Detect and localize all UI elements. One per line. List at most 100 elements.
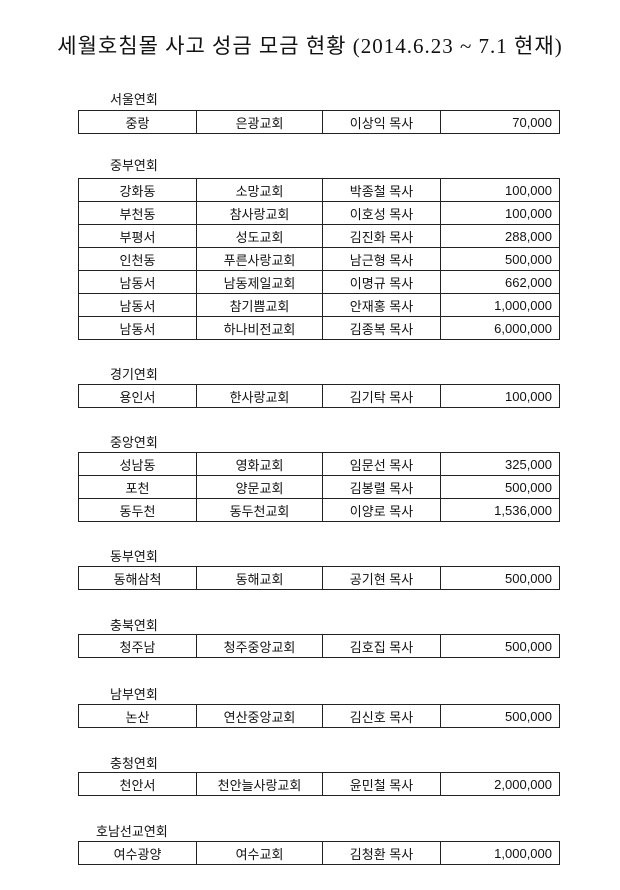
amount-cell: 100,000: [440, 384, 560, 408]
pastor-cell: 김봉렬 목사: [322, 475, 441, 499]
church-cell: 성도교회: [196, 224, 323, 248]
amount-cell: 6,000,000: [440, 316, 560, 340]
pastor-cell: 김신호 목사: [322, 704, 441, 728]
table-row: 부평서 성도교회 김진화 목사 288,000: [78, 224, 560, 248]
section-label: 동부연회: [110, 549, 158, 564]
district-cell: 성남동: [78, 452, 197, 476]
amount-cell: 1,536,000: [440, 498, 560, 522]
pastor-cell: 박종철 목사: [322, 178, 441, 202]
table-row: 남동서 참기쁨교회 안재홍 목사 1,000,000: [78, 293, 560, 317]
amount-cell: 70,000: [440, 110, 560, 134]
section-label: 충청연회: [110, 756, 158, 771]
pastor-cell: 이상익 목사: [322, 110, 441, 134]
church-cell: 남동제일교회: [196, 270, 323, 294]
church-cell: 여수교회: [196, 841, 323, 865]
church-cell: 연산중앙교회: [196, 704, 323, 728]
pastor-cell: 안재홍 목사: [322, 293, 441, 317]
table-row: 포천 양문교회 김봉렬 목사 500,000: [78, 475, 560, 499]
donation-table: 성남동 영화교회 임문선 목사 325,000 포천 양문교회 김봉렬 목사 500,000 동…: [78, 452, 560, 522]
pastor-cell: 김호집 목사: [322, 634, 441, 658]
amount-cell: 500,000: [440, 247, 560, 271]
amount-cell: 500,000: [440, 634, 560, 658]
district-cell: 남동서: [78, 316, 197, 340]
church-cell: 동해교회: [196, 566, 323, 590]
table-row: 성남동 영화교회 임문선 목사 325,000: [78, 452, 560, 476]
donation-table: 용인서 한사랑교회 김기탁 목사 100,000: [78, 384, 560, 408]
table-row: 용인서 한사랑교회 김기탁 목사 100,000: [78, 384, 560, 408]
donation-table: 중랑 은광교회 이상익 목사 70,000: [78, 110, 560, 134]
district-cell: 중랑: [78, 110, 197, 134]
church-cell: 청주중앙교회: [196, 634, 323, 658]
section-label: 중앙연회: [110, 435, 158, 450]
amount-cell: 325,000: [440, 452, 560, 476]
table-row: 천안서 천안늘사랑교회 윤민철 목사 2,000,000: [78, 772, 560, 796]
district-cell: 남동서: [78, 293, 197, 317]
section-label: 경기연회: [110, 367, 158, 382]
district-cell: 남동서: [78, 270, 197, 294]
amount-cell: 662,000: [440, 270, 560, 294]
pastor-cell: 김진화 목사: [322, 224, 441, 248]
district-cell: 부평서: [78, 224, 197, 248]
amount-cell: 288,000: [440, 224, 560, 248]
table-row: 남동서 남동제일교회 이명규 목사 662,000: [78, 270, 560, 294]
district-cell: 동두천: [78, 498, 197, 522]
district-cell: 여수광양: [78, 841, 197, 865]
table-row: 여수광양 여수교회 김청환 목사 1,000,000: [78, 841, 560, 865]
district-cell: 동해삼척: [78, 566, 197, 590]
church-cell: 동두천교회: [196, 498, 323, 522]
table-row: 동두천 동두천교회 이양로 목사 1,536,000: [78, 498, 560, 522]
district-cell: 부천동: [78, 201, 197, 225]
district-cell: 포천: [78, 475, 197, 499]
district-cell: 강화동: [78, 178, 197, 202]
church-cell: 참사랑교회: [196, 201, 323, 225]
amount-cell: 1,000,000: [440, 293, 560, 317]
pastor-cell: 임문선 목사: [322, 452, 441, 476]
pastor-cell: 윤민철 목사: [322, 772, 441, 796]
pastor-cell: 남근형 목사: [322, 247, 441, 271]
section-label: 충북연회: [110, 618, 158, 633]
district-cell: 논산: [78, 704, 197, 728]
table-row: 인천동 푸른사랑교회 남근형 목사 500,000: [78, 247, 560, 271]
church-cell: 한사랑교회: [196, 384, 323, 408]
amount-cell: 500,000: [440, 704, 560, 728]
church-cell: 은광교회: [196, 110, 323, 134]
church-cell: 천안늘사랑교회: [196, 772, 323, 796]
pastor-cell: 이양로 목사: [322, 498, 441, 522]
amount-cell: 100,000: [440, 178, 560, 202]
donation-table: 여수광양 여수교회 김청환 목사 1,000,000: [78, 841, 560, 865]
table-row: 중랑 은광교회 이상익 목사 70,000: [78, 110, 560, 134]
pastor-cell: 이호성 목사: [322, 201, 441, 225]
church-cell: 하나비전교회: [196, 316, 323, 340]
pastor-cell: 김기탁 목사: [322, 384, 441, 408]
table-row: 청주남 청주중앙교회 김호집 목사 500,000: [78, 634, 560, 658]
amount-cell: 1,000,000: [440, 841, 560, 865]
section-label: 중부연회: [110, 158, 158, 173]
table-row: 남동서 하나비전교회 김종복 목사 6,000,000: [78, 316, 560, 340]
church-cell: 양문교회: [196, 475, 323, 499]
pastor-cell: 공기현 목사: [322, 566, 441, 590]
district-cell: 천안서: [78, 772, 197, 796]
pastor-cell: 이명규 목사: [322, 270, 441, 294]
amount-cell: 2,000,000: [440, 772, 560, 796]
section-label: 남부연회: [110, 687, 158, 702]
church-cell: 소망교회: [196, 178, 323, 202]
donation-table: 청주남 청주중앙교회 김호집 목사 500,000: [78, 634, 560, 658]
church-cell: 영화교회: [196, 452, 323, 476]
table-row: 부천동 참사랑교회 이호성 목사 100,000: [78, 201, 560, 225]
church-cell: 참기쁨교회: [196, 293, 323, 317]
section-label: 서울연회: [110, 92, 158, 107]
table-row: 동해삼척 동해교회 공기현 목사 500,000: [78, 566, 560, 590]
table-row: 강화동 소망교회 박종철 목사 100,000: [78, 178, 560, 202]
table-row: 논산 연산중앙교회 김신호 목사 500,000: [78, 704, 560, 728]
amount-cell: 500,000: [440, 566, 560, 590]
district-cell: 청주남: [78, 634, 197, 658]
document-title: 세월호침몰 사고 성금 모금 현황 (2014.6.23 ~ 7.1 현재): [57, 34, 563, 58]
pastor-cell: 김청환 목사: [322, 841, 441, 865]
donation-table: 동해삼척 동해교회 공기현 목사 500,000: [78, 566, 560, 590]
pastor-cell: 김종복 목사: [322, 316, 441, 340]
donation-table: 논산 연산중앙교회 김신호 목사 500,000: [78, 704, 560, 728]
church-cell: 푸른사랑교회: [196, 247, 323, 271]
section-label: 호남선교연회: [96, 824, 168, 839]
donation-table: 강화동 소망교회 박종철 목사 100,000 부천동 참사랑교회 이호성 목사 100,00…: [78, 178, 560, 340]
amount-cell: 100,000: [440, 201, 560, 225]
